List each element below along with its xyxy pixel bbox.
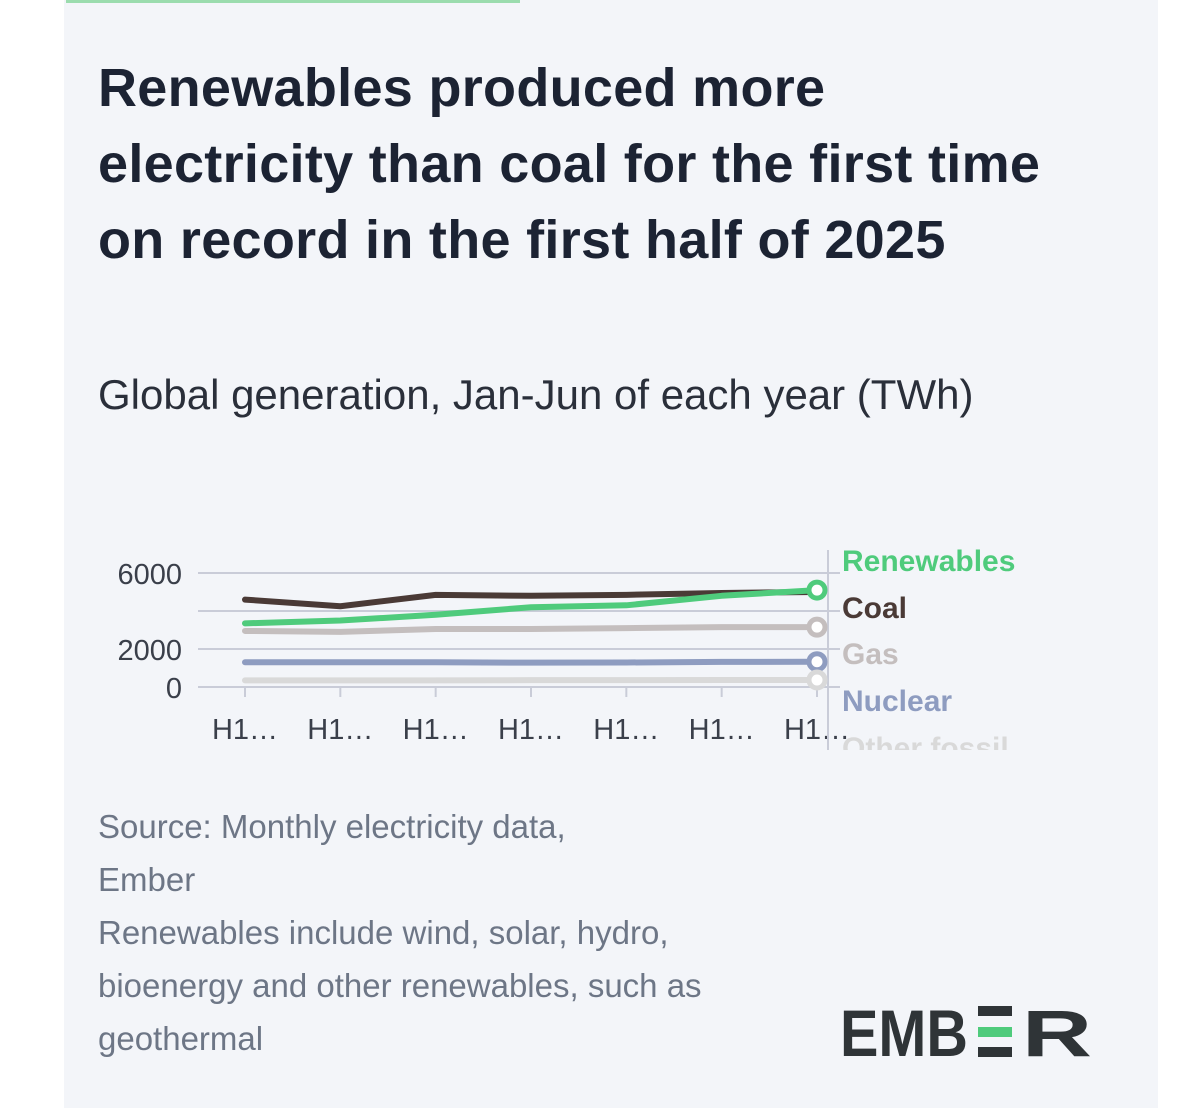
ember-logo: EMB R [840, 1000, 1092, 1062]
series-line-gas [242, 624, 820, 635]
end-marker-nuclear [806, 651, 828, 673]
y-tick-label: 6000 [117, 559, 182, 591]
legend-label-other-fossil: Other fossil [842, 732, 1009, 750]
line-chart: 0 2000 6000 H1… H1… H1… H1… H1… H1… H1… Renewables… [117, 545, 1015, 750]
x-tick-label: H1… [593, 714, 659, 746]
end-marker-gas [806, 616, 828, 638]
top-accent-bar [66, 0, 520, 3]
end-marker-other-fossil [806, 669, 828, 691]
y-tick-label: 0 [166, 673, 182, 705]
series-line-renewables [242, 587, 820, 627]
x-tick-label: H1… [403, 714, 469, 746]
x-tick-label: H1… [307, 714, 373, 746]
series-line-nuclear [242, 658, 820, 666]
svg-text:R: R [1022, 1000, 1092, 1062]
chart-subtitle: Global generation, Jan-Jun of each year … [98, 371, 974, 418]
x-tick-label: H1… [689, 714, 755, 746]
chart-card [64, 0, 1158, 1108]
legend-label-coal: Coal [842, 592, 907, 625]
source-line-1: Source: Monthly electricity data, [98, 808, 566, 845]
renewables-footnote: Renewables include wind, solar, hydro, b… [98, 914, 702, 1057]
legend-label-nuclear: Nuclear [842, 685, 952, 718]
y-tick-label: 2000 [117, 635, 182, 667]
source-notes: Source: Monthly electricity data, Ember … [98, 800, 798, 1065]
x-tick-label: H1… [784, 714, 850, 746]
x-tick-label: H1… [212, 714, 278, 746]
legend-label-renewables: Renewables [842, 545, 1015, 578]
source-line-2: Ember [98, 861, 196, 898]
legend-label-gas: Gas [842, 638, 899, 671]
end-marker-renewables [806, 579, 828, 601]
svg-text:EMB: EMB [840, 1000, 968, 1062]
x-tick-label: H1… [498, 714, 564, 746]
chart-title: Renewables produced more electricity tha… [98, 58, 1041, 270]
